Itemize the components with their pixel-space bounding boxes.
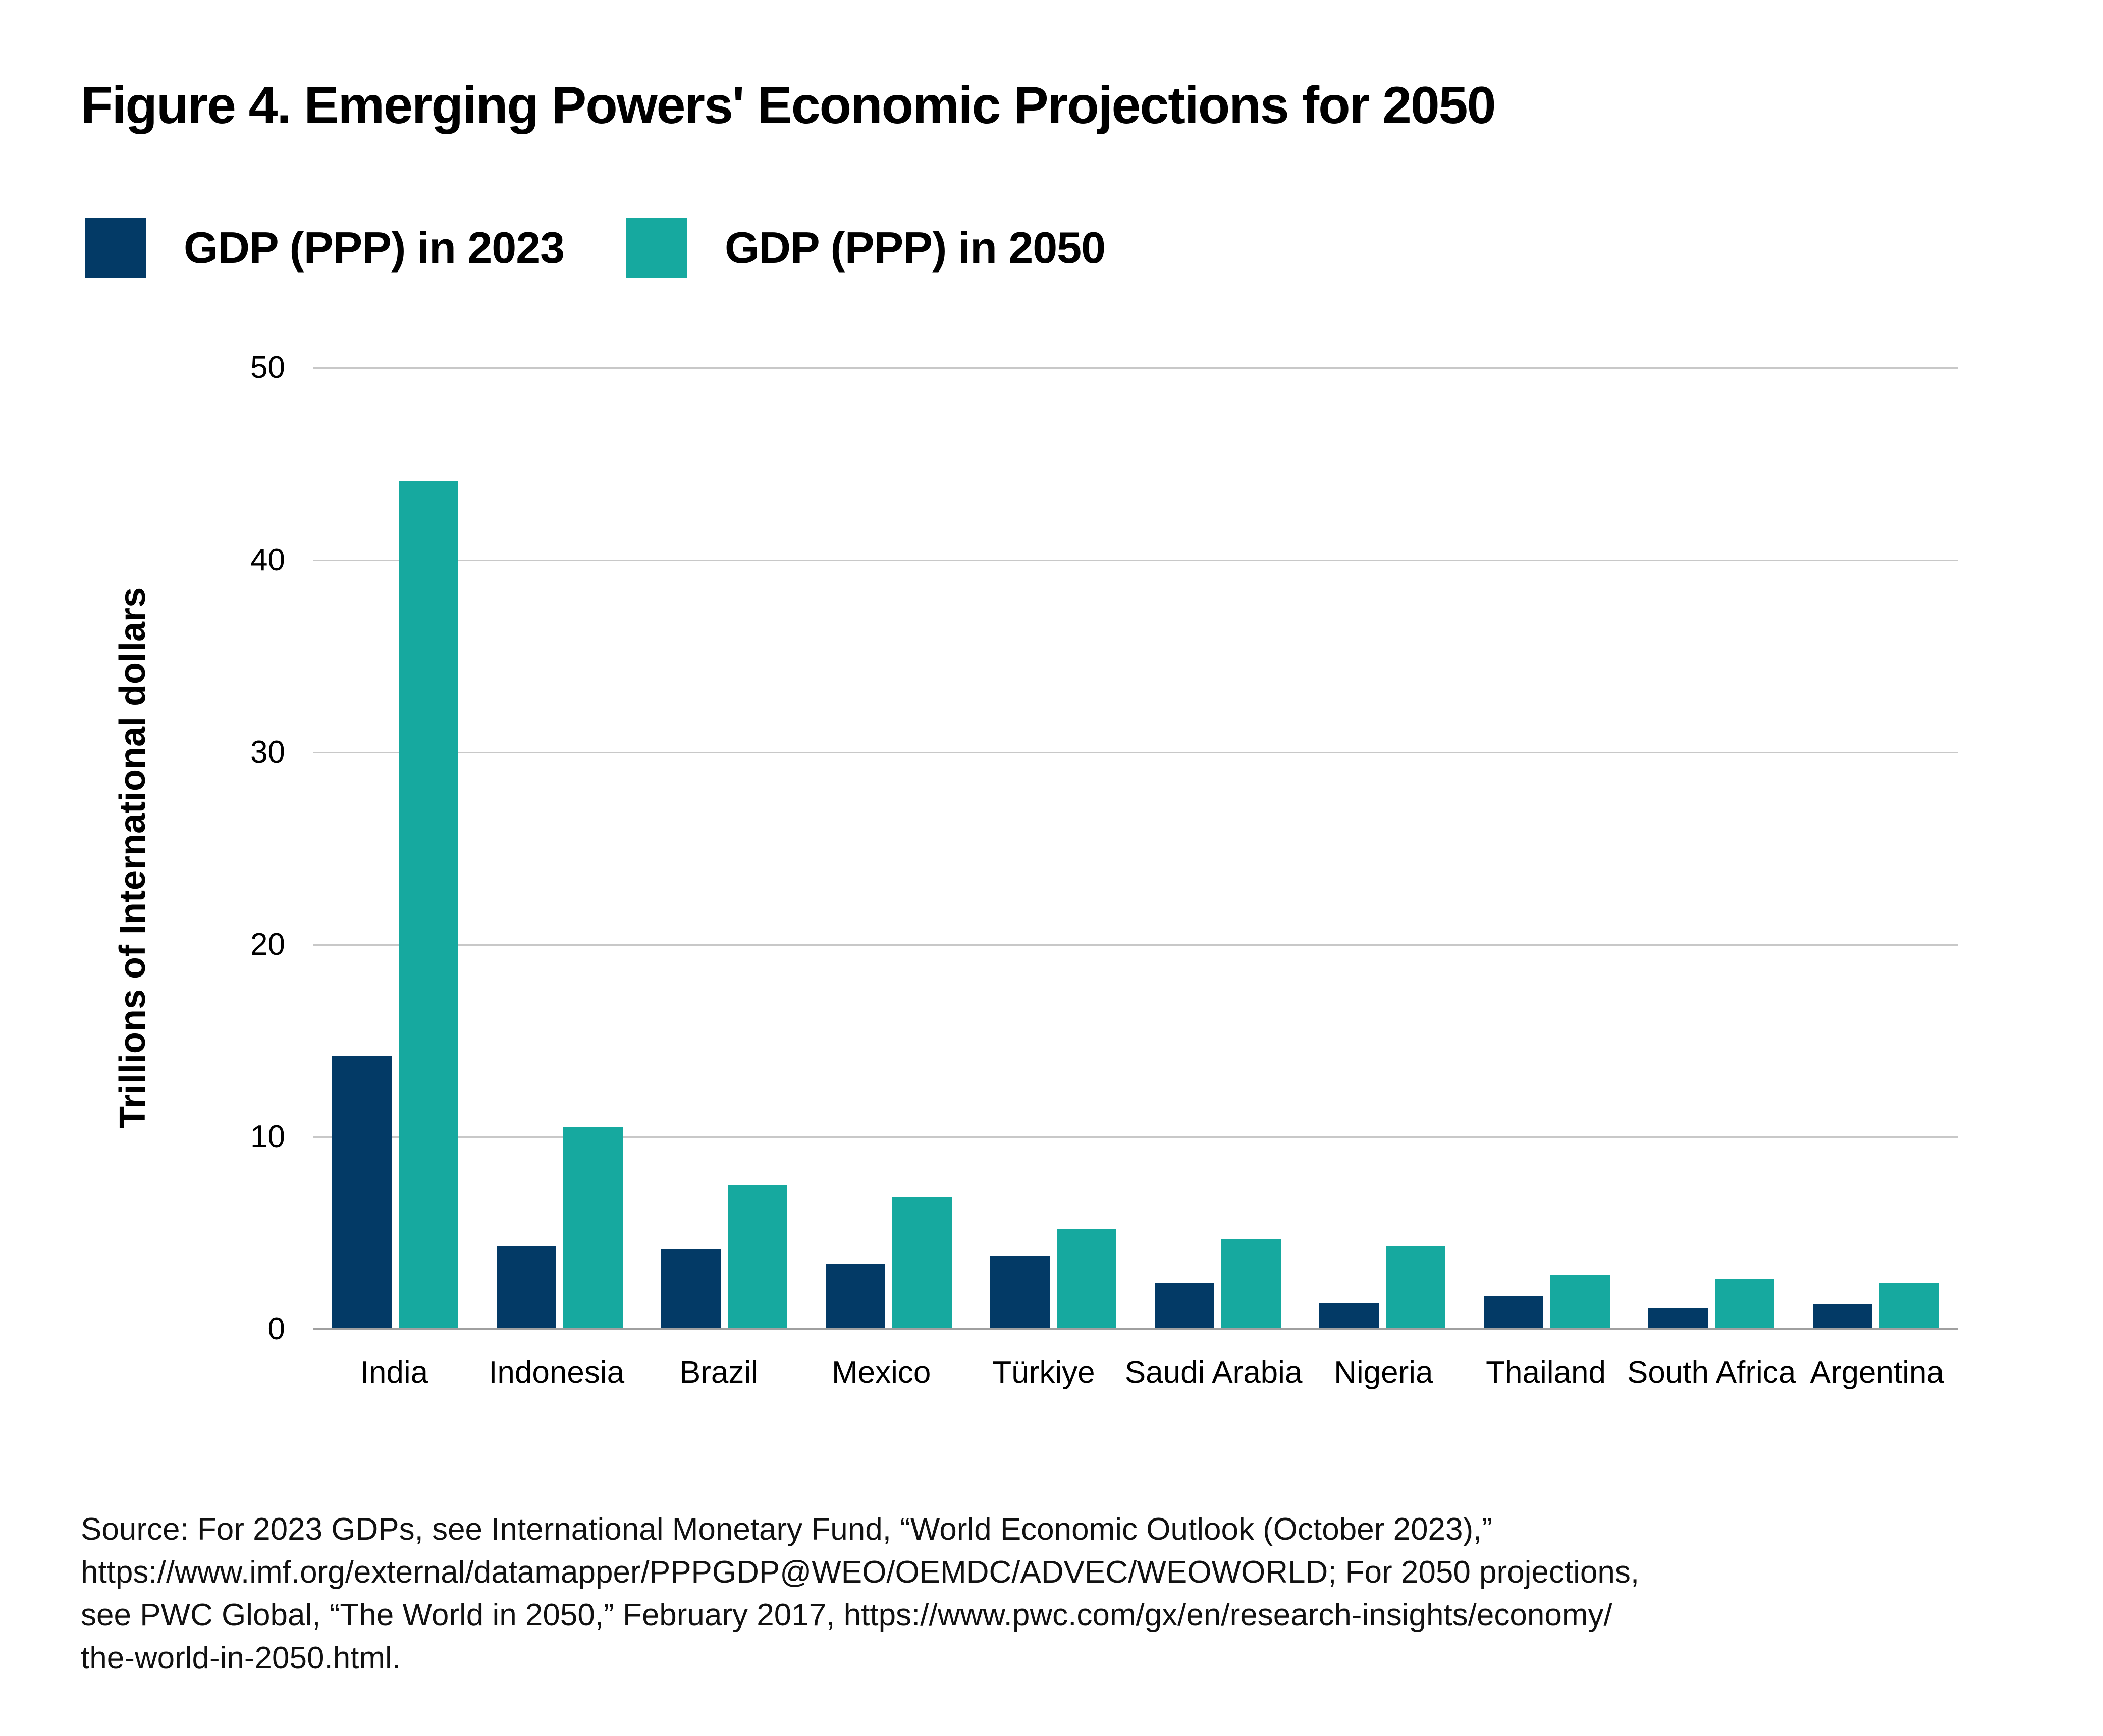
bar-2023-mexico xyxy=(826,1264,885,1329)
x-category-label-nigeria: Nigeria xyxy=(1334,1355,1433,1390)
bar-2050-mexico xyxy=(892,1197,952,1329)
bar-group-india xyxy=(313,368,477,1329)
x-category-label-india: India xyxy=(360,1355,428,1390)
bar-group-thailand xyxy=(1465,368,1629,1329)
legend-label-2050: GDP (PPP) in 2050 xyxy=(725,223,1106,273)
gridline-40 xyxy=(313,560,1958,561)
plot-area xyxy=(313,367,1958,1330)
y-tick-label-20: 20 xyxy=(250,927,285,962)
legend-item-2023: GDP (PPP) in 2023 xyxy=(85,217,565,279)
bar-group-brazil xyxy=(642,368,806,1329)
gridline-30 xyxy=(313,752,1958,753)
x-category-label-mexico: Mexico xyxy=(831,1355,931,1390)
x-category-label-thailand: Thailand xyxy=(1486,1355,1606,1390)
figure-title: Figure 4. Emerging Powers' Economic Proj… xyxy=(81,76,1496,135)
y-axis-title: Trillions of International dollars xyxy=(113,587,153,1129)
bar-group-indonesia xyxy=(477,368,642,1329)
x-category-label-south-africa: South Africa xyxy=(1627,1355,1796,1390)
bar-2050-thailand xyxy=(1550,1275,1610,1329)
y-tick-label-30: 30 xyxy=(250,735,285,770)
bar-2050-argentina xyxy=(1879,1283,1939,1329)
x-category-label-argentina: Argentina xyxy=(1810,1355,1944,1390)
bar-group-argentina xyxy=(1794,368,1958,1329)
legend-swatch-2023 xyxy=(85,218,146,278)
bar-group-türkiye xyxy=(971,368,1136,1329)
y-tick-label-50: 50 xyxy=(250,350,285,385)
bar-group-mexico xyxy=(806,368,971,1329)
x-category-label-indonesia: Indonesia xyxy=(489,1355,625,1390)
bar-2050-india xyxy=(399,481,458,1329)
bar-2023-argentina xyxy=(1813,1304,1872,1329)
bar-2023-south-africa xyxy=(1648,1308,1708,1329)
x-axis-line xyxy=(313,1328,1958,1330)
bar-2050-brazil xyxy=(728,1185,787,1329)
y-tick-label-10: 10 xyxy=(250,1119,285,1154)
gridline-10 xyxy=(313,1136,1958,1138)
x-category-label-brazil: Brazil xyxy=(679,1355,758,1390)
bar-2023-indonesia xyxy=(497,1246,556,1329)
bar-2023-brazil xyxy=(661,1248,721,1329)
legend-item-2050: GDP (PPP) in 2050 xyxy=(626,217,1106,279)
bar-group-nigeria xyxy=(1300,368,1465,1329)
y-tick-label-0: 0 xyxy=(267,1312,285,1346)
bar-2050-saudi-arabia xyxy=(1221,1238,1281,1329)
bar-series xyxy=(313,368,1958,1329)
bar-2023-türkiye xyxy=(990,1256,1050,1329)
bar-2023-nigeria xyxy=(1319,1302,1379,1329)
legend: GDP (PPP) in 2023 GDP (PPP) in 2050 xyxy=(0,217,2103,279)
bar-2023-india xyxy=(332,1056,392,1329)
x-category-label-türkiye: Türkiye xyxy=(992,1355,1095,1390)
bar-2050-nigeria xyxy=(1386,1246,1445,1329)
gridline-20 xyxy=(313,944,1958,946)
x-category-label-saudi-arabia: Saudi Arabia xyxy=(1124,1355,1303,1390)
bar-2050-indonesia xyxy=(563,1127,623,1329)
gridline-50 xyxy=(313,367,1958,369)
legend-label-2023: GDP (PPP) in 2023 xyxy=(184,223,565,273)
source-note: Source: For 2023 GDPs, see International… xyxy=(81,1512,1640,1675)
x-axis-category-labels: India Indonesia Brazil Mexico Türkiye Saudi A… xyxy=(313,1354,1958,1390)
y-axis-tick-labels: 0 10 20 30 40 50 xyxy=(167,350,285,1346)
bar-2050-türkiye xyxy=(1057,1229,1116,1329)
bar-group-south-africa xyxy=(1629,368,1794,1329)
bar-2023-thailand xyxy=(1484,1296,1543,1329)
bar-2050-south-africa xyxy=(1715,1279,1774,1329)
y-tick-label-40: 40 xyxy=(250,542,285,577)
bar-2023-saudi-arabia xyxy=(1155,1283,1214,1329)
bar-group-saudi-arabia xyxy=(1136,368,1300,1329)
legend-swatch-2050 xyxy=(626,218,687,278)
